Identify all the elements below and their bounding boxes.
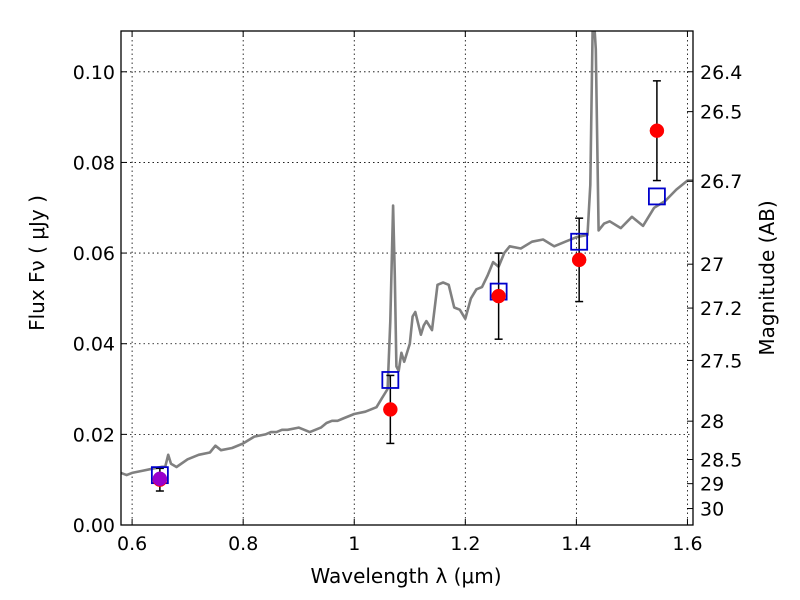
x-axis-title: Wavelength λ (μm) bbox=[310, 564, 501, 588]
y-tick-label: 0.08 bbox=[73, 152, 115, 174]
x-tick-label: 0.6 bbox=[117, 533, 147, 555]
magnitude-tick-label: 27 bbox=[700, 254, 724, 276]
plot-frame bbox=[120, 30, 694, 526]
magnitude-tick-label: 29 bbox=[700, 474, 724, 496]
tick-marks bbox=[121, 31, 693, 526]
x-tick-label: 1.6 bbox=[672, 533, 702, 555]
observed-flux-point bbox=[152, 471, 168, 487]
y-tick-label: 0.00 bbox=[73, 515, 115, 537]
x-tick-label: 1 bbox=[348, 533, 360, 555]
y-axis-title: Flux Fν ( μJy ) bbox=[25, 195, 49, 331]
magnitude-tick-label: 26.4 bbox=[700, 62, 742, 84]
x-tick-labels: 0.6 0.8 1 1.2 1.4 1.6 bbox=[117, 533, 703, 555]
magnitude-tick-label: 26.7 bbox=[700, 171, 742, 193]
plot-area bbox=[121, 31, 693, 492]
magnitude-tick-label: 26.5 bbox=[700, 102, 742, 124]
model-flux-square bbox=[570, 232, 589, 251]
y-tick-labels: 0.00 0.02 0.04 0.06 0.08 0.10 bbox=[73, 62, 115, 537]
magnitude-tick-label: 27.5 bbox=[700, 350, 742, 372]
x-tick-label: 1.2 bbox=[450, 533, 480, 555]
observed-flux-point bbox=[491, 288, 506, 304]
plot-background bbox=[121, 31, 693, 525]
y-tick-label: 0.10 bbox=[73, 62, 115, 84]
model-flux-square bbox=[648, 187, 666, 206]
magnitude-tick-label: 28 bbox=[700, 411, 724, 433]
magnitude-tick-label: 27.2 bbox=[700, 298, 742, 320]
model-flux-square bbox=[381, 371, 400, 389]
magnitude-tick-label: 30 bbox=[700, 499, 724, 521]
y-tick-label: 0.04 bbox=[73, 334, 115, 356]
magnitude-tick-labels: 26.4 26.5 26.7 27 27.2 27.5 28 28.5 29 30 bbox=[700, 62, 742, 521]
y-tick-label: 0.02 bbox=[73, 424, 115, 446]
observed-flux-point bbox=[649, 123, 665, 138]
magnitude-tick-label: 28.5 bbox=[700, 449, 742, 471]
x-tick-label: 1.4 bbox=[561, 533, 591, 555]
observed-flux-point bbox=[383, 402, 398, 417]
x-tick-label: 0.8 bbox=[228, 533, 258, 555]
model-spectrum-line bbox=[121, 31, 693, 477]
y-tick-label: 0.06 bbox=[73, 243, 115, 265]
magnitude-axis-title: Magnitude (AB) bbox=[755, 200, 779, 355]
observed-flux-point bbox=[571, 252, 587, 268]
